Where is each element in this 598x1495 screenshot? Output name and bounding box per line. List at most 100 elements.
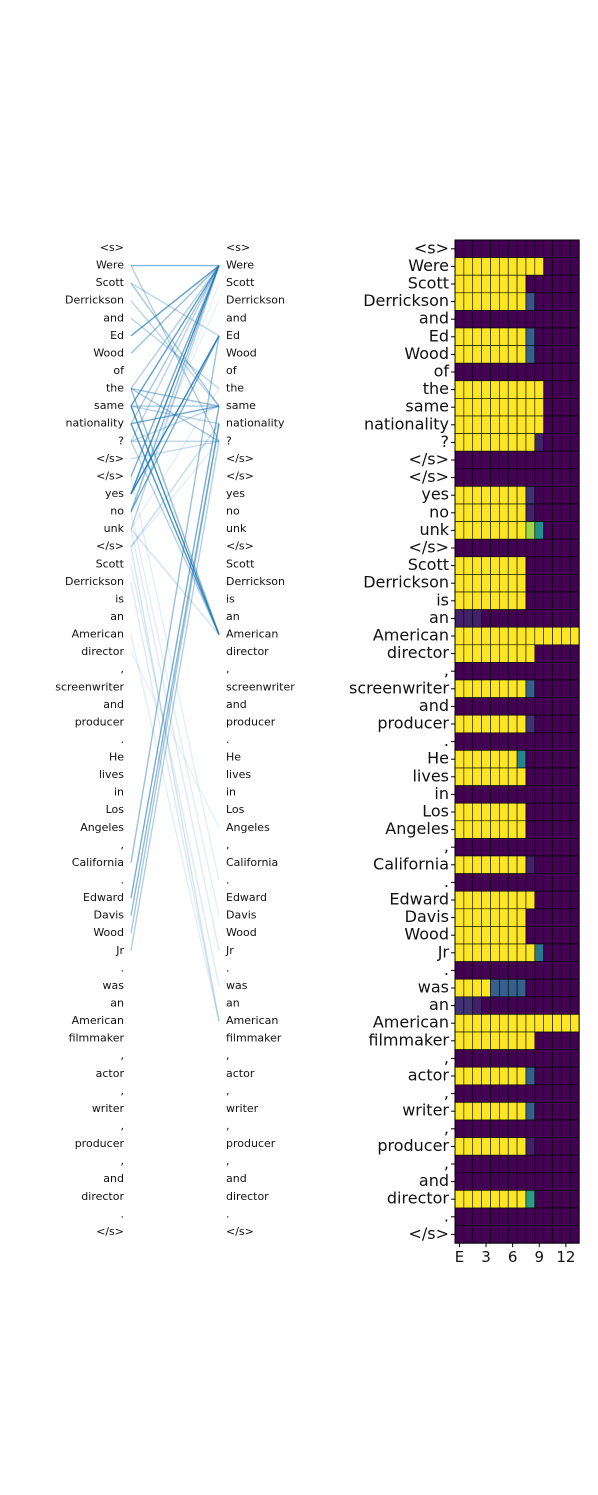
- heatmap-cell: [534, 908, 545, 927]
- heatmap-cell: [543, 327, 553, 346]
- heatmap-cell: [534, 820, 545, 839]
- heatmap-cell: [454, 380, 465, 399]
- heatmap-cell: [490, 838, 500, 857]
- heatmap-cell: [454, 996, 465, 1015]
- y-tick-label: ,: [444, 1048, 449, 1067]
- heatmap-cell: [561, 503, 571, 522]
- heatmap-cell: [463, 503, 474, 522]
- target-token: of: [226, 364, 238, 377]
- heatmap-cell: [561, 820, 571, 839]
- heatmap-cell: [454, 855, 465, 874]
- heatmap-cell: [561, 802, 571, 822]
- heatmap-cell: [463, 1137, 474, 1156]
- y-tick-label: </s>: [408, 450, 449, 469]
- heatmap-cell: [516, 978, 527, 998]
- y-tick-label: Davis: [405, 907, 449, 926]
- heatmap-cell: [570, 274, 580, 294]
- heatmap-cell: [454, 1066, 465, 1086]
- heatmap-cell: [507, 398, 518, 417]
- heatmap-cell: [534, 1119, 545, 1138]
- heatmap-cell: [525, 609, 536, 628]
- heatmap-cell: [525, 1207, 536, 1226]
- heatmap-cell: [481, 943, 491, 962]
- heatmap-cell: [499, 855, 509, 874]
- heatmap-cell: [543, 1207, 553, 1226]
- heatmap-cell: [490, 380, 500, 399]
- heatmap-cell: [499, 415, 509, 434]
- heatmap-cell: [490, 433, 500, 452]
- heatmap-cell: [552, 1172, 562, 1191]
- heatmap-cell: [472, 327, 482, 346]
- heatmap-cell: [561, 609, 571, 628]
- heatmap-cell: [507, 908, 518, 927]
- heatmap-cell: [472, 574, 482, 593]
- heatmap-cell: [525, 362, 536, 382]
- heatmap-cell: [481, 714, 491, 734]
- heatmap-cell: [481, 1154, 491, 1174]
- heatmap-cell: [507, 679, 518, 698]
- heatmap-cell: [543, 1014, 553, 1033]
- y-tick-label: Scott: [408, 274, 449, 293]
- y-tick-label: Ed: [429, 326, 449, 345]
- attention-link: [130, 282, 220, 407]
- heatmap-cell: [454, 926, 465, 945]
- heatmap-cell: [561, 486, 571, 505]
- heatmap-cell: [525, 943, 536, 962]
- heatmap-cell: [463, 1084, 474, 1103]
- heatmap-cell: [463, 855, 474, 874]
- heatmap-cell: [472, 873, 482, 892]
- heatmap-cell: [507, 714, 518, 734]
- attention-link: [130, 564, 220, 987]
- heatmap-cell: [552, 732, 562, 751]
- source-token: actor: [96, 1067, 125, 1080]
- heatmap-cell: [472, 1154, 482, 1174]
- target-token: an: [226, 610, 240, 623]
- source-token: writer: [92, 1102, 125, 1115]
- heatmap-cell: [561, 274, 571, 294]
- heatmap-cell: [552, 714, 562, 734]
- heatmap-cell: [570, 926, 580, 945]
- heatmap-cell: [490, 662, 500, 681]
- heatmap-cell: [499, 538, 509, 558]
- heatmap-cell: [481, 978, 491, 998]
- heatmap-cell: [516, 873, 527, 892]
- y-tick-label: of: [434, 362, 450, 381]
- heatmap-cell: [463, 714, 474, 734]
- heatmap-cell: [543, 679, 553, 698]
- heatmap-cell: [552, 767, 562, 786]
- heatmap-cell: [454, 274, 465, 294]
- heatmap-cell: [525, 996, 536, 1015]
- y-tick-label: no: [429, 502, 449, 521]
- heatmap-cell: [516, 996, 527, 1015]
- target-token: was: [226, 979, 248, 992]
- heatmap-cell: [543, 468, 553, 487]
- heatmap-cell: [490, 257, 500, 276]
- heatmap-cell: [463, 1207, 474, 1226]
- heatmap-cell: [481, 1225, 491, 1244]
- heatmap-cell: [552, 662, 562, 681]
- attention-link: [130, 265, 220, 530]
- target-token: ?: [226, 434, 232, 447]
- heatmap-cell: [534, 1014, 545, 1033]
- heatmap-cell: [525, 1190, 536, 1209]
- heatmap-cell: [490, 398, 500, 417]
- y-tick-label: ?: [441, 432, 450, 451]
- heatmap-cell: [463, 591, 474, 610]
- heatmap-cell: [552, 468, 562, 487]
- source-token: Scott: [96, 557, 125, 570]
- source-token: Wood: [93, 926, 124, 939]
- heatmap-cell: [552, 1137, 562, 1156]
- heatmap-cell: [490, 1207, 500, 1226]
- heatmap-cell: [499, 609, 509, 628]
- heatmap-cell: [481, 450, 491, 470]
- heatmap-cell: [463, 978, 474, 998]
- heatmap-cell: [543, 257, 553, 276]
- heatmap-cell: [454, 961, 465, 980]
- source-token: Edward: [83, 891, 124, 904]
- heatmap-cell: [481, 697, 491, 716]
- heatmap-cell: [490, 750, 500, 769]
- heatmap-cell: [499, 450, 509, 470]
- heatmap-cell: [499, 890, 509, 910]
- target-token: writer: [226, 1102, 259, 1115]
- heatmap-cell: [490, 574, 500, 593]
